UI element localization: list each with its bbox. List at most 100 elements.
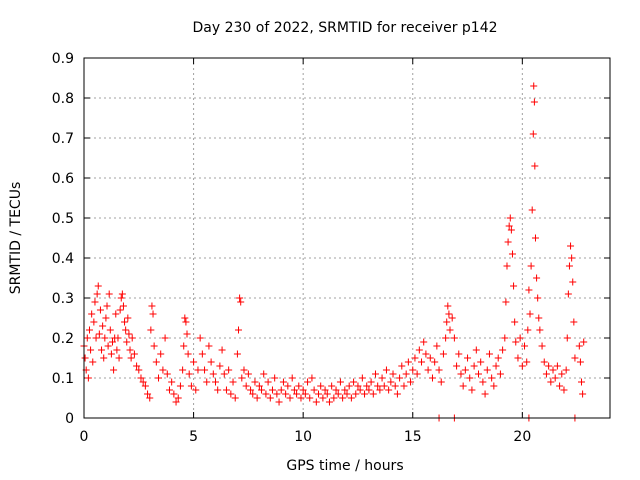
data-point [87, 346, 95, 354]
data-point [505, 222, 513, 230]
data-point [325, 398, 333, 406]
data-point [110, 366, 118, 374]
data-point [271, 374, 279, 382]
data-point [165, 386, 173, 394]
data-point [345, 382, 353, 390]
data-point [95, 330, 103, 338]
plot-frame [83, 57, 611, 419]
data-point [531, 162, 539, 170]
data-point [205, 342, 213, 350]
data-point [279, 378, 287, 386]
data-point [564, 290, 572, 298]
data-point [415, 346, 423, 354]
data-point [264, 378, 272, 386]
data-point [122, 326, 130, 334]
data-point [277, 386, 285, 394]
data-point [139, 378, 147, 386]
data-point [472, 346, 480, 354]
data-point [477, 358, 485, 366]
data-point [180, 342, 188, 350]
data-point [433, 342, 441, 350]
data-point [339, 394, 347, 402]
data-point [525, 286, 533, 294]
data-point [382, 366, 390, 374]
data-point [184, 350, 192, 358]
data-point [240, 366, 248, 374]
data-point [238, 374, 246, 382]
data-point [466, 374, 474, 382]
data-point [94, 282, 102, 290]
data-point [521, 342, 529, 350]
data-point [330, 394, 338, 402]
data-point [255, 382, 263, 390]
data-point [578, 378, 586, 386]
data-point [107, 350, 115, 358]
data-point [426, 354, 434, 362]
data-point [179, 366, 187, 374]
data-point [528, 206, 536, 214]
data-point [247, 386, 255, 394]
data-point [176, 382, 184, 390]
data-point [448, 314, 456, 322]
data-point [133, 362, 141, 370]
data-point [323, 390, 331, 398]
data-point [108, 338, 116, 346]
data-point [275, 398, 283, 406]
data-point [88, 310, 96, 318]
data-point [529, 130, 537, 138]
data-point [341, 386, 349, 394]
data-point [102, 314, 110, 322]
data-point [297, 394, 305, 402]
data-point [229, 378, 237, 386]
data-point [371, 370, 379, 378]
data-point [190, 358, 198, 366]
data-point [124, 314, 132, 322]
data-point [103, 302, 111, 310]
data-point [455, 350, 463, 358]
data-point [96, 306, 104, 314]
x-tick-label: 0 [80, 429, 89, 445]
data-point [457, 370, 465, 378]
data-point [492, 362, 500, 370]
x-tick-label: 20 [513, 429, 531, 445]
data-point [91, 298, 99, 306]
data-point [422, 350, 430, 358]
data-point [150, 342, 158, 350]
data-point [567, 242, 575, 250]
data-point [194, 366, 202, 374]
data-points [80, 82, 588, 422]
data-point [485, 350, 493, 358]
data-point [499, 346, 507, 354]
data-point [174, 394, 182, 402]
data-point [530, 82, 538, 90]
data-point [233, 350, 241, 358]
data-point [141, 382, 149, 390]
data-point [446, 326, 454, 334]
data-point [534, 294, 542, 302]
data-point [332, 386, 340, 394]
y-tick-label: 0.1 [52, 371, 74, 387]
data-point [125, 330, 133, 338]
data-point [512, 338, 520, 346]
data-point [547, 378, 555, 386]
y-tick-label: 0.2 [52, 331, 74, 347]
data-point [494, 354, 502, 362]
data-point [524, 326, 532, 334]
data-point [396, 374, 404, 382]
data-point [556, 382, 564, 390]
data-point [168, 378, 176, 386]
data-point [161, 334, 169, 342]
y-tick-label: 0.3 [52, 291, 74, 307]
data-point [144, 390, 152, 398]
data-point [105, 290, 113, 298]
chart-title: Day 230 of 2022, SRMTID for receiver p14… [192, 20, 497, 36]
data-point [282, 390, 290, 398]
data-point [253, 394, 261, 402]
data-point [315, 390, 323, 398]
data-point [483, 366, 491, 374]
data-point [273, 390, 281, 398]
data-point [501, 334, 509, 342]
data-point [503, 262, 511, 270]
data-point [389, 370, 397, 378]
data-point [565, 262, 573, 270]
